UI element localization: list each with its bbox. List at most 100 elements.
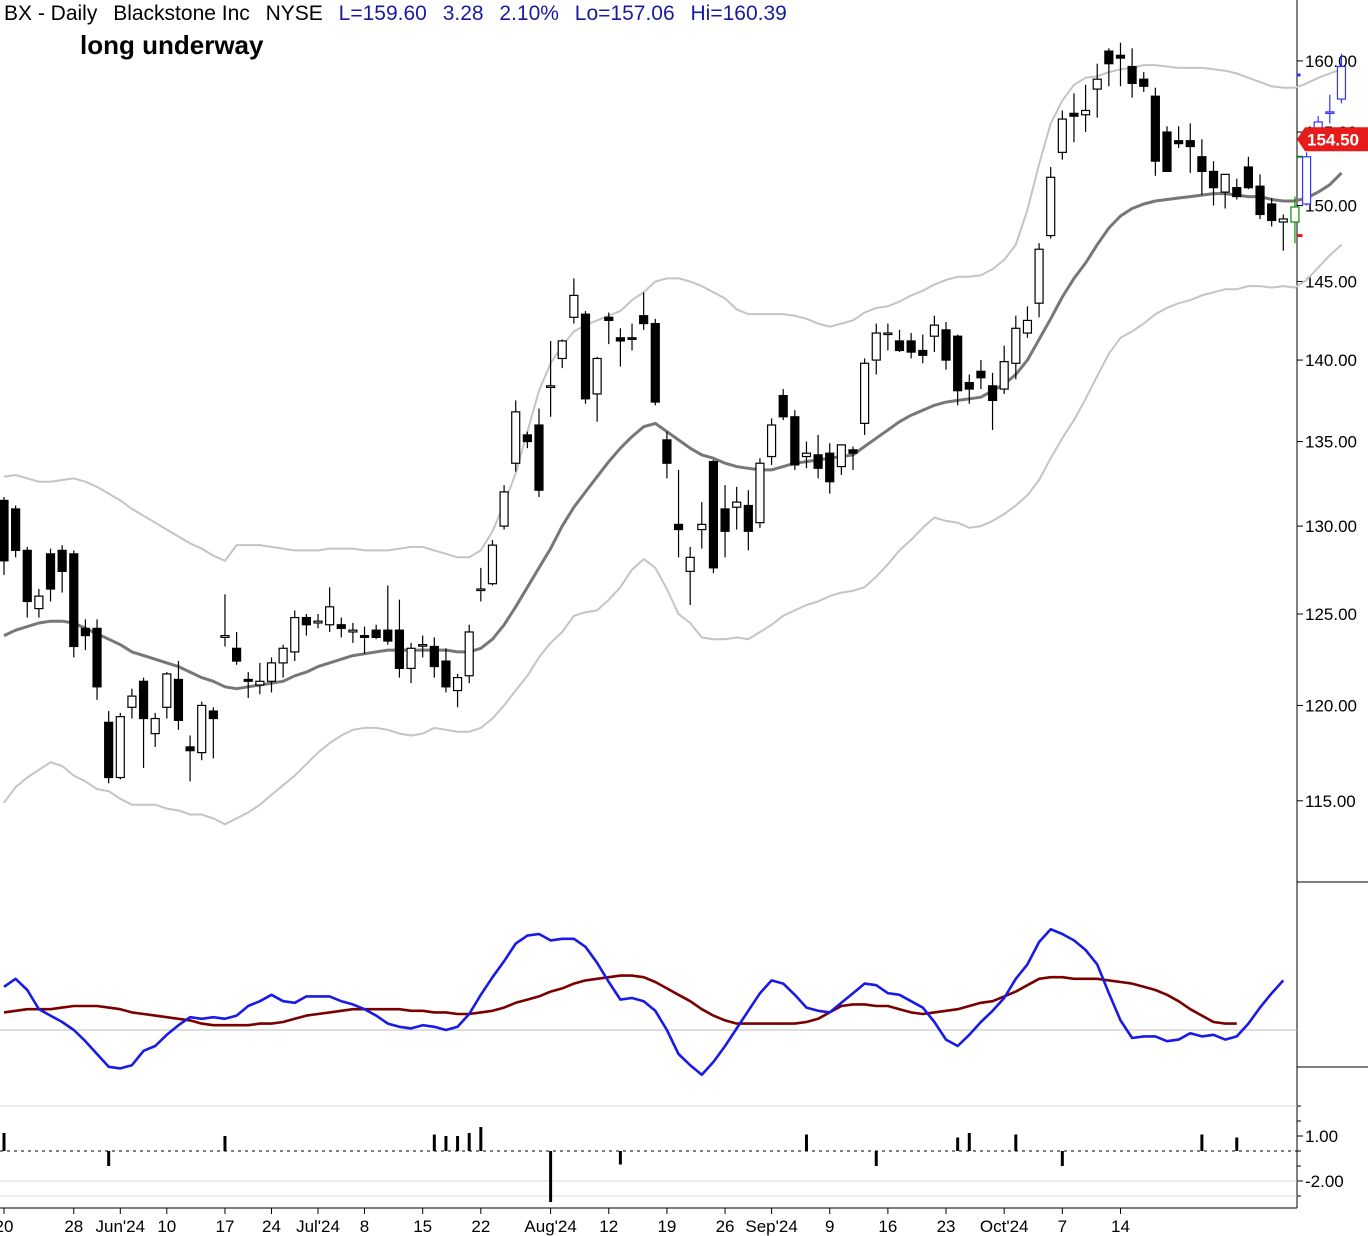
candlestick <box>220 594 230 647</box>
candlestick <box>860 358 870 435</box>
candle-body <box>1011 327 1021 364</box>
candlestick <box>383 585 393 645</box>
price-marker-flag <box>1297 127 1368 152</box>
candle-body <box>941 329 951 361</box>
date-tick-label: 26 <box>716 1217 735 1236</box>
candlestick <box>522 431 532 449</box>
candle-body <box>534 424 544 491</box>
candle-body <box>557 340 567 360</box>
fast-oscillator-line <box>3 927 1285 1077</box>
candle-body <box>1208 170 1219 189</box>
candlestick <box>1057 110 1067 160</box>
candle-body <box>371 629 381 638</box>
candle-body <box>1092 78 1102 90</box>
candlestick <box>1336 53 1347 104</box>
candle-body <box>429 645 439 668</box>
candle-body <box>208 710 218 720</box>
candle-body <box>313 620 323 624</box>
candlestick <box>487 539 498 586</box>
candlestick <box>1104 48 1114 87</box>
candlestick <box>162 672 172 719</box>
candle-body <box>766 424 777 458</box>
price-tick-label: 160.00 <box>1305 52 1357 71</box>
candlestick <box>1255 174 1265 219</box>
candle-body <box>1057 118 1067 153</box>
candle-body <box>92 627 102 688</box>
upper-band-line <box>3 64 1342 562</box>
candle-body <box>615 337 625 342</box>
candlestick <box>1080 84 1091 133</box>
candle-body <box>232 647 242 662</box>
candle-body <box>255 680 265 686</box>
candlestick <box>697 502 707 549</box>
candlestick <box>406 642 416 684</box>
candle-body <box>685 556 695 572</box>
candlestick <box>1208 161 1219 206</box>
candlestick <box>1301 152 1312 206</box>
candle-body <box>918 349 928 356</box>
candle-body <box>452 676 463 692</box>
price-tick-label: 120.00 <box>1305 696 1357 715</box>
candlestick <box>1069 93 1079 143</box>
candlestick <box>185 735 195 782</box>
candlestick <box>1150 87 1160 176</box>
change-percent: 2.10% <box>499 2 559 25</box>
company-name: Blackstone Inc <box>113 2 250 25</box>
candlestick <box>359 626 370 654</box>
price-tick-label: 125.00 <box>1305 605 1357 624</box>
candle-body <box>987 385 998 402</box>
candle-body <box>80 627 91 637</box>
candlestick <box>371 624 381 640</box>
price-marker-label: 154.50 <box>1307 130 1359 149</box>
lower-band-line <box>3 243 1343 826</box>
date-tick-label: Sep'24 <box>745 1217 797 1236</box>
candle-body <box>1255 185 1265 216</box>
candlestick <box>80 619 91 651</box>
candlestick <box>639 292 649 330</box>
date-tick-label: 20 <box>0 1217 13 1236</box>
moving-average-line <box>3 171 1343 691</box>
candlestick <box>197 701 207 761</box>
candlestick <box>790 410 800 470</box>
candle-body <box>1022 319 1033 334</box>
candle-body <box>243 678 253 682</box>
candle-body <box>1325 111 1335 114</box>
candle-body <box>860 362 870 424</box>
candlestick <box>266 657 277 693</box>
date-tick-label: 19 <box>657 1217 676 1236</box>
candlestick <box>569 278 579 324</box>
candle-body <box>150 717 160 735</box>
candlestick <box>883 323 893 351</box>
candlestick <box>1046 166 1056 239</box>
candle-body <box>511 411 521 464</box>
candlestick <box>499 485 509 530</box>
candlestick <box>511 400 521 472</box>
candle-body <box>743 504 753 532</box>
candlestick <box>115 712 125 780</box>
candle-body <box>476 588 486 592</box>
candlestick <box>848 446 858 470</box>
candle-body <box>336 624 346 629</box>
date-tick-label: 16 <box>878 1217 897 1236</box>
candle-body <box>383 629 393 642</box>
indicator-tick-label: 1.00 <box>1305 1127 1338 1146</box>
candle-body <box>1290 206 1300 223</box>
date-tick-label: 23 <box>937 1217 956 1236</box>
candlestick <box>766 418 777 465</box>
date-tick-label: 17 <box>216 1217 235 1236</box>
candle-body <box>301 616 311 626</box>
candlestick <box>418 635 428 658</box>
candle-body <box>848 449 858 454</box>
candle-body <box>499 491 509 527</box>
candle-body <box>964 381 974 390</box>
price-tick-label: 115.00 <box>1305 792 1356 811</box>
candle-body <box>1046 176 1056 237</box>
slow-oscillator-line <box>3 974 1237 1027</box>
candle-body <box>825 452 835 483</box>
candle-body <box>639 315 649 325</box>
candle-body <box>662 439 672 464</box>
candlestick <box>953 334 963 406</box>
candlestick <box>138 677 149 768</box>
candle-body <box>104 721 114 779</box>
